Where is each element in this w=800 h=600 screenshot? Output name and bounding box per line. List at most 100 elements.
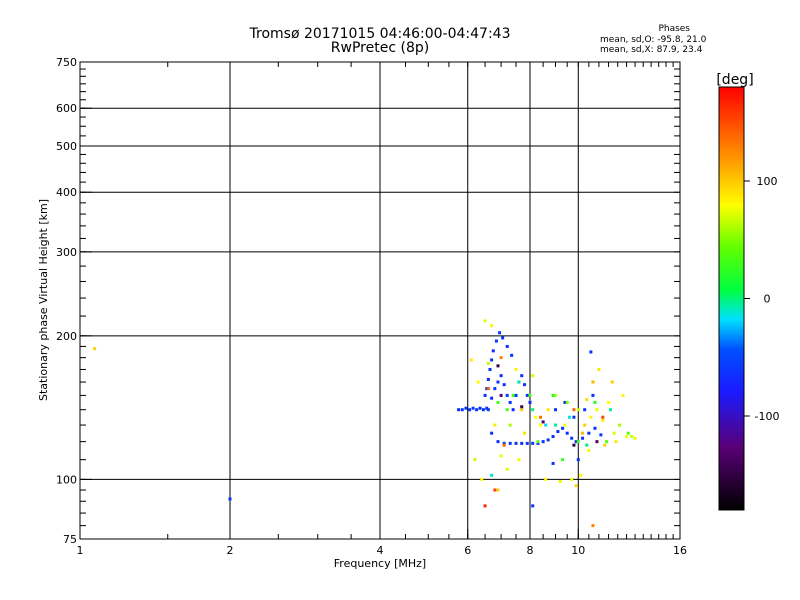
data-point bbox=[493, 423, 497, 427]
data-point bbox=[481, 408, 485, 412]
data-point bbox=[464, 406, 468, 410]
data-point bbox=[528, 400, 532, 404]
data-point bbox=[625, 435, 629, 439]
data-point bbox=[496, 488, 500, 492]
data-point bbox=[520, 374, 524, 378]
data-point bbox=[485, 406, 489, 410]
data-point bbox=[520, 441, 524, 445]
x-tick-label: 4 bbox=[377, 544, 384, 557]
chart-title-line2: RwPretec (8p) bbox=[330, 40, 430, 56]
x-tick-label: 1 bbox=[77, 544, 84, 557]
data-point bbox=[486, 387, 490, 391]
x-axis-label: Frequency [MHz] bbox=[334, 557, 426, 570]
data-point bbox=[541, 420, 545, 424]
data-point bbox=[589, 350, 593, 354]
data-point bbox=[574, 440, 578, 444]
data-point bbox=[597, 367, 601, 371]
data-point bbox=[603, 443, 607, 447]
grid-lines bbox=[80, 62, 680, 539]
colorbar bbox=[718, 86, 745, 511]
data-point bbox=[483, 319, 487, 323]
data-point bbox=[567, 415, 571, 419]
data-point bbox=[605, 440, 609, 444]
data-point bbox=[531, 504, 535, 508]
data-point bbox=[531, 408, 535, 412]
data-point bbox=[572, 443, 576, 447]
data-point bbox=[520, 408, 524, 412]
data-point bbox=[499, 393, 503, 397]
data-point bbox=[563, 400, 567, 404]
data-point bbox=[608, 408, 612, 412]
y-tick-label: 100 bbox=[56, 473, 77, 486]
y-tick-label: 750 bbox=[56, 56, 77, 69]
data-point bbox=[528, 393, 532, 397]
colorbar-unit-label: [deg] bbox=[716, 72, 753, 88]
data-point bbox=[469, 358, 473, 362]
data-point bbox=[502, 383, 506, 387]
data-point bbox=[468, 408, 472, 412]
data-point bbox=[523, 431, 527, 435]
stats-o-mode: mean, sd,O: -95.8, 21.0 bbox=[600, 35, 707, 45]
data-point bbox=[486, 377, 490, 381]
data-point bbox=[593, 426, 597, 430]
data-point bbox=[505, 408, 509, 412]
data-point bbox=[581, 431, 585, 435]
colorbar-ticks: 100 0 -100 bbox=[744, 175, 779, 423]
data-point bbox=[544, 477, 548, 481]
data-point bbox=[480, 477, 484, 481]
data-point bbox=[595, 408, 599, 412]
data-point bbox=[531, 441, 535, 445]
data-point bbox=[490, 324, 494, 328]
data-point bbox=[539, 415, 543, 419]
data-point bbox=[514, 441, 518, 445]
data-point bbox=[523, 383, 527, 387]
data-point bbox=[551, 435, 555, 439]
data-point bbox=[551, 461, 555, 465]
data-point bbox=[493, 387, 497, 391]
data-point bbox=[493, 488, 497, 492]
data-point bbox=[576, 458, 580, 462]
stats-title: Phases bbox=[658, 24, 690, 34]
data-point bbox=[476, 380, 480, 384]
data-point bbox=[572, 408, 576, 412]
data-point bbox=[561, 458, 565, 462]
data-point bbox=[614, 440, 618, 444]
y-tick-label: 75 bbox=[63, 533, 77, 546]
data-point bbox=[578, 473, 582, 477]
data-point bbox=[508, 400, 512, 404]
data-point bbox=[490, 431, 494, 435]
data-point bbox=[589, 415, 593, 419]
colorbar-tick-label: -100 bbox=[755, 410, 780, 423]
data-point bbox=[576, 408, 580, 412]
colorbar-tick-label: 0 bbox=[764, 293, 771, 306]
stats-x-mode: mean, sd,X: 87.9, 23.4 bbox=[600, 45, 703, 55]
data-point bbox=[574, 484, 578, 488]
colorbar-tick-label: 100 bbox=[757, 175, 778, 188]
data-point bbox=[457, 408, 461, 412]
data-point bbox=[93, 347, 97, 351]
data-point bbox=[496, 440, 500, 444]
data-point bbox=[483, 393, 487, 397]
data-point bbox=[583, 423, 587, 427]
chart-title-line1: Tromsø 20171015 04:46:00-04:47:43 bbox=[249, 26, 511, 42]
data-point bbox=[601, 415, 605, 419]
data-point bbox=[499, 356, 503, 360]
data-point bbox=[508, 441, 512, 445]
data-point bbox=[491, 349, 495, 353]
y-tick-label: 400 bbox=[56, 186, 77, 199]
data-point bbox=[228, 497, 232, 501]
data-point bbox=[610, 380, 614, 384]
y-tick-label: 600 bbox=[56, 102, 77, 115]
data-point bbox=[546, 408, 550, 412]
data-point bbox=[486, 408, 490, 412]
axes: 75 100 200 300 400 500 600 750 1 2 4 6 8 10 16 bbox=[56, 56, 687, 557]
data-point bbox=[511, 408, 515, 412]
data-point bbox=[576, 440, 580, 444]
x-tick-label: 2 bbox=[227, 544, 234, 557]
data-point bbox=[591, 380, 595, 384]
data-point bbox=[505, 344, 509, 348]
data-point bbox=[565, 400, 569, 404]
data-point bbox=[483, 504, 487, 508]
data-point bbox=[471, 406, 475, 410]
data-point bbox=[621, 393, 625, 397]
